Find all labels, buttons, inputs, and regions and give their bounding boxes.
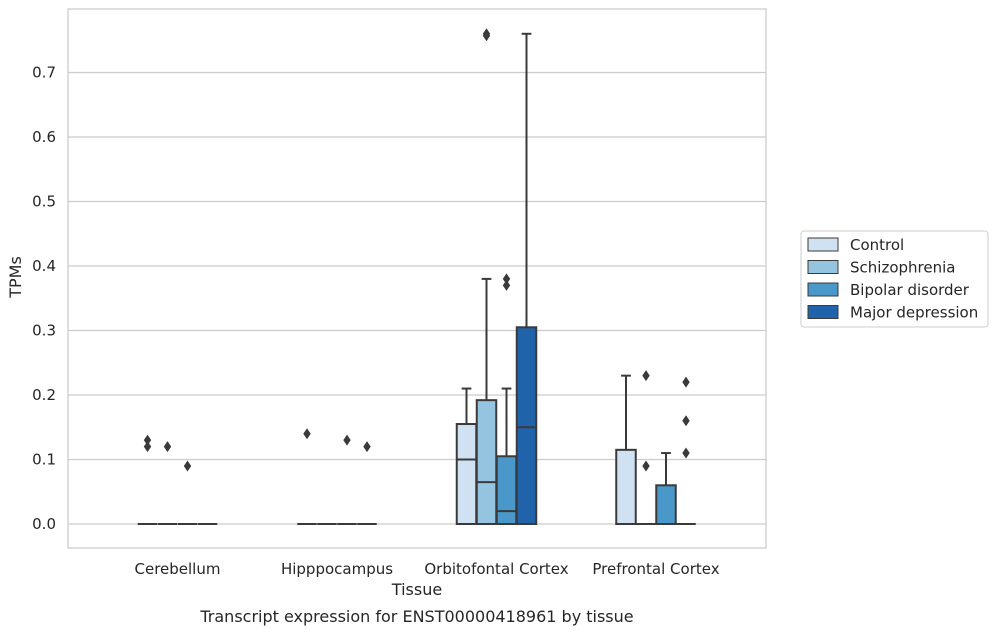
legend-swatch bbox=[807, 305, 839, 319]
box bbox=[655, 484, 677, 525]
series-major-depression bbox=[197, 32, 696, 525]
box bbox=[495, 455, 518, 525]
chart-caption: Transcript expression for ENST0000041896… bbox=[199, 607, 633, 626]
y-tick-labels: 0.0 0.1 0.2 0.3 0.4 0.5 0.6 0.7 bbox=[32, 64, 56, 534]
box bbox=[455, 423, 478, 525]
outlier-point bbox=[482, 30, 491, 42]
outlier-point bbox=[642, 370, 650, 382]
outlier-point bbox=[303, 428, 311, 440]
y-tick-label: 0.1 bbox=[32, 451, 56, 469]
outlier-point bbox=[143, 441, 152, 453]
y-tick-label: 0.3 bbox=[32, 322, 56, 340]
x-tick-label: Cerebellum bbox=[135, 560, 221, 578]
y-tick-label: 0.2 bbox=[32, 386, 56, 404]
outlier-point bbox=[163, 441, 172, 453]
x-tick-label: Hipppocampus bbox=[281, 560, 393, 578]
y-tick-label: 0.6 bbox=[32, 128, 56, 146]
outlier-point bbox=[502, 279, 511, 291]
box bbox=[475, 399, 498, 525]
box-series bbox=[137, 28, 696, 526]
y-tick-label: 0.7 bbox=[32, 64, 56, 82]
outlier-point bbox=[343, 434, 351, 446]
outlier-point bbox=[363, 441, 371, 453]
outlier-point bbox=[682, 415, 690, 427]
series-schizophrenia bbox=[157, 28, 656, 525]
y-tick-label: 0.5 bbox=[32, 193, 56, 211]
y-tick-label: 0.0 bbox=[32, 515, 56, 533]
legend-label: Major depression bbox=[850, 304, 978, 322]
legend-label: Schizophrenia bbox=[850, 259, 955, 277]
legend-label: Control bbox=[850, 236, 904, 254]
outlier-point bbox=[183, 460, 192, 472]
outlier-point bbox=[642, 460, 650, 472]
outlier-point bbox=[502, 273, 511, 285]
x-tick-label: Orbitofontal Cortex bbox=[424, 560, 568, 578]
x-axis-label: Tissue bbox=[391, 580, 442, 599]
legend-frame bbox=[800, 230, 989, 328]
legend-swatch bbox=[807, 237, 839, 252]
legend: Control Schizophrenia Bipolar disorder Majo… bbox=[800, 230, 989, 328]
outlier-point bbox=[682, 447, 690, 459]
series-bipolar-disorder bbox=[177, 273, 677, 525]
y-gridlines bbox=[68, 71, 766, 525]
y-tick-label: 0.4 bbox=[32, 257, 56, 275]
outlier-point bbox=[682, 376, 690, 388]
x-tick-labels: Cerebellum Hipppocampus Orbitofontal Corte… bbox=[135, 560, 720, 578]
legend-label: Bipolar disorder bbox=[850, 281, 970, 299]
y-axis-label: TPMs bbox=[6, 256, 25, 299]
legend-items: Control Schizophrenia Bipolar disorder Majo… bbox=[807, 236, 978, 322]
outlier-point bbox=[143, 434, 152, 446]
x-tick-label: Prefrontal Cortex bbox=[592, 560, 719, 578]
legend-swatch bbox=[807, 260, 839, 274]
legend-swatch bbox=[807, 282, 839, 297]
box bbox=[615, 448, 637, 526]
plot-area bbox=[67, 8, 767, 549]
box bbox=[515, 326, 538, 525]
